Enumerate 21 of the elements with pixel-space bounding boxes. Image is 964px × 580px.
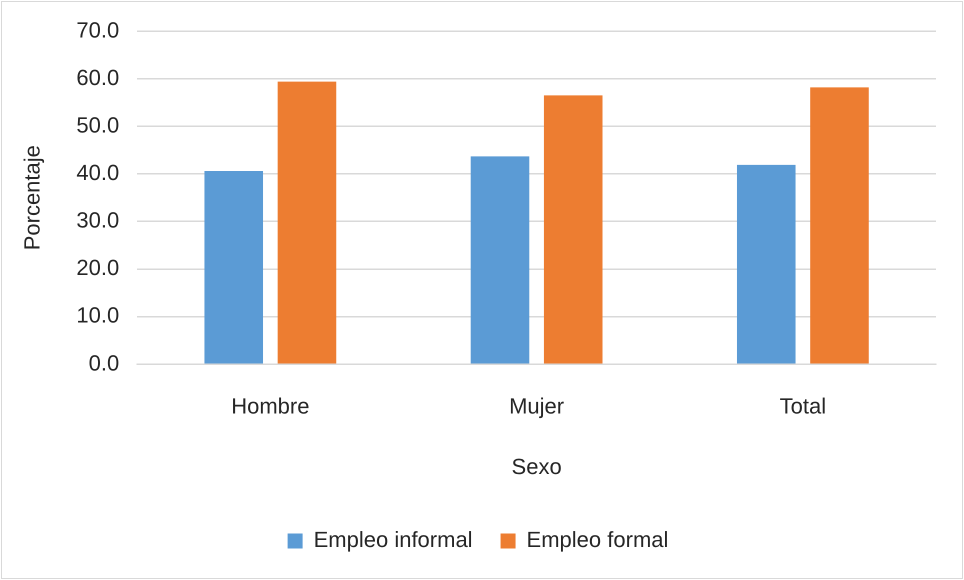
y-tick-label: 20.0 bbox=[76, 255, 120, 280]
legend-label: Empleo formal bbox=[526, 527, 668, 552]
x-tick-label: Mujer bbox=[509, 393, 564, 418]
bar bbox=[204, 171, 264, 364]
y-tick-label: 50.0 bbox=[76, 112, 120, 138]
bar bbox=[736, 164, 796, 364]
bar bbox=[544, 95, 603, 364]
y-tick-label: 0.0 bbox=[88, 350, 120, 376]
bar bbox=[810, 87, 869, 364]
bar bbox=[470, 156, 530, 364]
x-tick-label: Total bbox=[780, 393, 826, 418]
y-tick-label: 60.0 bbox=[76, 64, 120, 90]
bar bbox=[278, 82, 336, 364]
y-tick-label: 30.0 bbox=[76, 208, 120, 233]
y-axis-title: Porcentaje bbox=[19, 145, 44, 250]
y-tick-label: 40.0 bbox=[76, 160, 120, 185]
x-axis-title: Sexo bbox=[512, 454, 562, 479]
legend-label: Empleo informal bbox=[314, 527, 473, 552]
y-tick-label: 70.0 bbox=[76, 17, 120, 42]
x-tick-label: Hombre bbox=[231, 393, 310, 418]
y-tick-label: 10.0 bbox=[76, 302, 120, 328]
